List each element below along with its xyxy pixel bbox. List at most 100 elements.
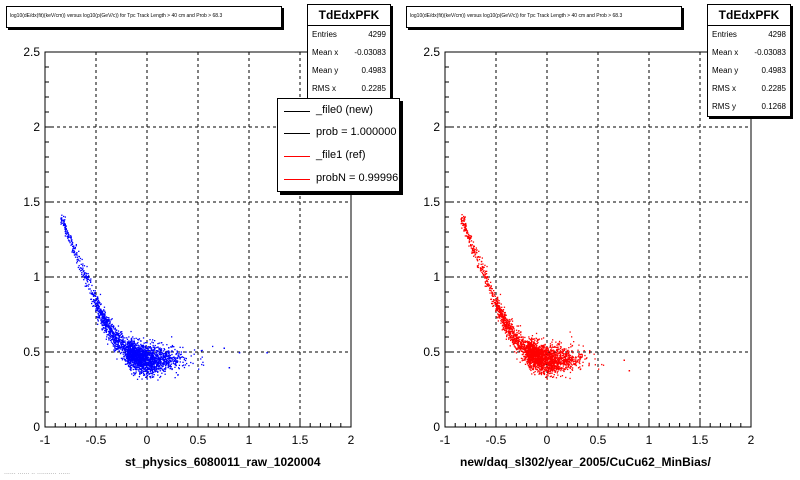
left-data-point — [106, 323, 108, 325]
left-data-point — [96, 309, 99, 311]
left-data-point — [126, 360, 128, 362]
left-data-point — [61, 220, 63, 222]
right-data-point — [464, 230, 466, 232]
left-data-point — [179, 358, 181, 360]
left-data-point — [176, 359, 178, 362]
left-data-point — [138, 349, 140, 351]
left-data-point — [149, 369, 151, 371]
left-data-point — [109, 332, 111, 334]
left-data-point — [71, 249, 74, 251]
right-data-point — [486, 278, 488, 280]
left-data-point — [101, 320, 103, 322]
right-data-point — [531, 354, 533, 356]
left-data-point — [108, 337, 110, 339]
left-data-point — [152, 346, 154, 348]
right-data-point — [548, 368, 550, 371]
left-data-point — [105, 330, 108, 332]
left-data-point — [158, 356, 160, 358]
right-data-point — [552, 362, 554, 364]
left-data-point — [101, 329, 103, 331]
right-data-point — [523, 347, 525, 349]
right-data-point — [474, 254, 476, 256]
left-data-point — [130, 344, 132, 347]
right-data-point — [484, 273, 486, 275]
left-data-point — [111, 331, 113, 333]
left-data-point — [154, 370, 156, 373]
left-data-point — [125, 345, 127, 347]
right-data-point — [594, 358, 596, 360]
left-data-point — [100, 303, 102, 305]
left-data-point — [192, 362, 194, 365]
left-data-point — [142, 344, 145, 347]
right-data-point — [568, 351, 570, 353]
left-data-point — [141, 348, 143, 350]
left-data-point — [102, 322, 105, 324]
right-data-point — [481, 257, 483, 259]
left-data-point — [90, 293, 92, 295]
right-data-point — [496, 307, 498, 309]
left-data-point — [114, 349, 116, 351]
left-data-point — [200, 350, 202, 352]
right-data-point — [560, 375, 562, 378]
left-data-point — [169, 364, 171, 366]
right-data-point — [551, 344, 553, 346]
right-data-point — [594, 364, 596, 366]
right-data-point — [532, 347, 534, 349]
right-data-point — [535, 348, 537, 350]
left-data-point — [97, 304, 99, 307]
left-data-point — [122, 344, 124, 346]
left-data-point — [100, 309, 102, 311]
left-data-point — [144, 367, 147, 369]
right-data-point — [574, 363, 576, 365]
left-data-point — [147, 354, 149, 356]
right-data-point — [557, 346, 559, 348]
left-data-point — [83, 273, 86, 275]
left-data-point — [137, 338, 139, 341]
right-data-point — [535, 362, 537, 364]
right-data-point — [496, 309, 498, 311]
right-data-point — [469, 238, 471, 240]
right-data-point — [554, 355, 556, 357]
right-data-point — [570, 357, 572, 359]
left-data-point — [143, 367, 145, 369]
right-data-point — [566, 367, 568, 369]
left-data-point — [159, 350, 161, 352]
left-data-point — [131, 352, 133, 355]
right-data-point — [525, 349, 527, 351]
left-data-point — [150, 352, 152, 355]
left-data-point — [63, 222, 65, 224]
left-data-point — [66, 232, 68, 235]
legend-label: prob = 1.000000 — [316, 126, 397, 138]
left-data-point — [115, 339, 117, 341]
right-data-point — [505, 327, 507, 329]
right-data-point — [557, 363, 560, 365]
left-data-point — [135, 360, 137, 362]
left-data-point — [104, 323, 106, 325]
left-data-point — [86, 276, 88, 278]
left-data-point — [143, 358, 145, 360]
left-data-point — [165, 368, 167, 370]
right-data-point — [531, 365, 533, 367]
left-data-point — [72, 251, 75, 254]
left-data-point — [79, 267, 81, 269]
left-data-point — [132, 355, 134, 357]
left-data-point — [106, 326, 108, 328]
left-data-point — [178, 367, 180, 369]
left-data-point — [168, 360, 171, 362]
left-data-point — [64, 223, 66, 226]
left-data-point — [76, 256, 78, 258]
left-data-point — [98, 301, 100, 303]
left-data-point — [163, 363, 165, 366]
left-data-point — [86, 278, 88, 280]
right-data-point — [539, 369, 541, 371]
right-data-point — [542, 373, 545, 375]
left-data-point — [115, 329, 118, 331]
left-data-point — [138, 346, 140, 348]
left-data-point — [141, 371, 143, 373]
right-data-point — [487, 285, 489, 287]
right-data-point — [586, 357, 588, 359]
left-data-point — [117, 338, 119, 340]
left-data-point — [134, 353, 136, 355]
left-data-point — [125, 356, 127, 358]
right-data-points — [460, 214, 631, 380]
